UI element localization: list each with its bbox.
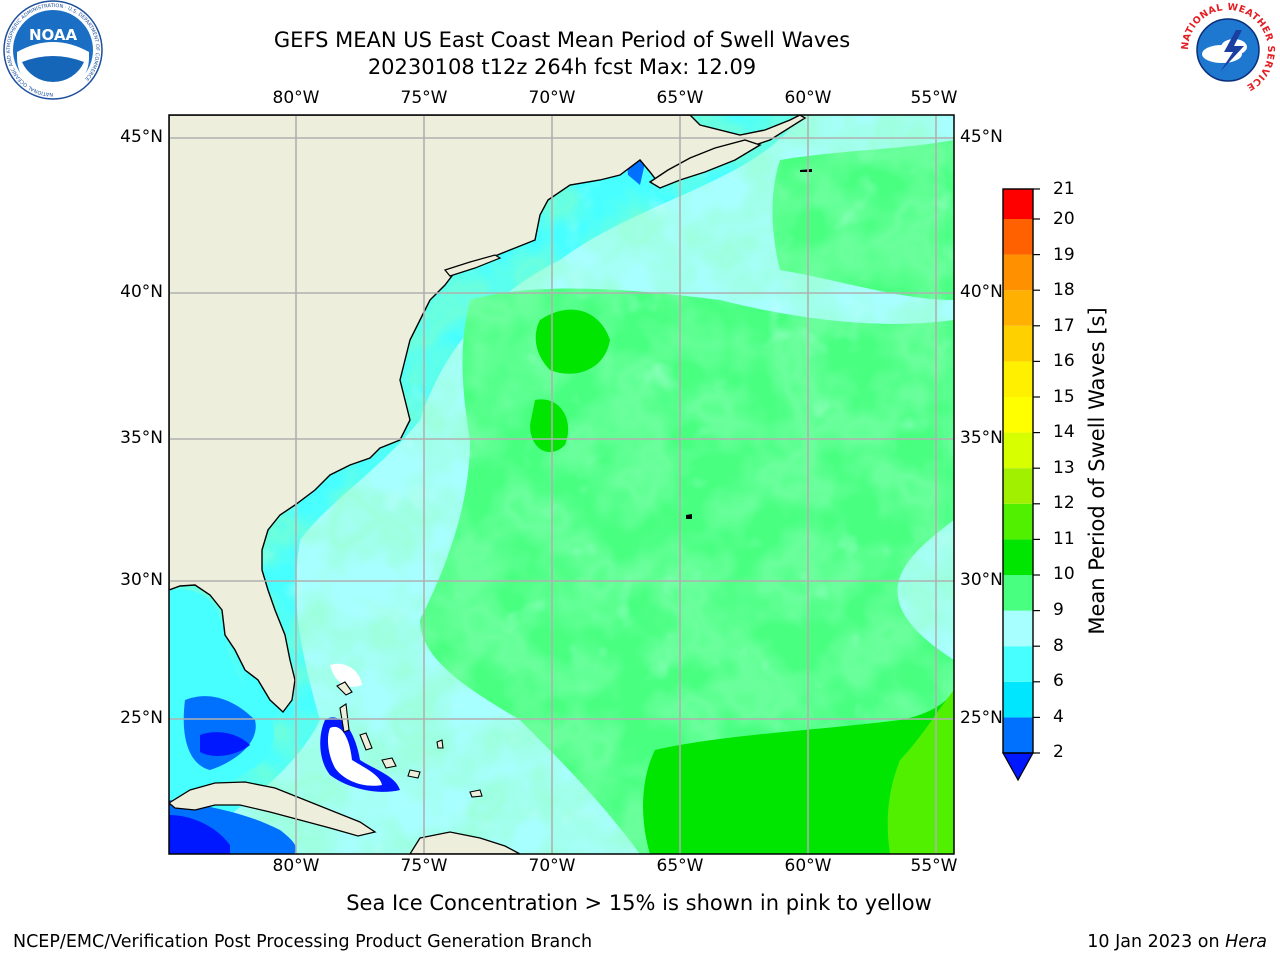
colorbar-tick-label: 4 xyxy=(1053,707,1064,727)
land-nova-scotia xyxy=(648,139,762,189)
lat-label-right: 25°N xyxy=(960,708,1003,728)
date-stamp: 10 Jan 2023 on Hera xyxy=(1087,932,1267,952)
land-hispaniola xyxy=(409,831,521,854)
colorbar-segment xyxy=(1003,646,1033,682)
colorbar-tick-label: 21 xyxy=(1053,179,1075,199)
colorbar-segment xyxy=(1003,254,1033,291)
lon-label-bottom: 60°W xyxy=(784,856,832,876)
land-sable-island xyxy=(800,169,812,172)
colorbar-tick-label: 9 xyxy=(1053,600,1064,620)
lat-label-right: 30°N xyxy=(960,570,1003,590)
colorbar-tick-label: 20 xyxy=(1053,209,1075,229)
lat-label-left: 45°N xyxy=(120,127,163,147)
sea-ice-note: Sea Ice Concentration > 15% is shown in … xyxy=(0,891,1280,915)
colorbar-tick-label: 16 xyxy=(1053,351,1075,371)
lon-label-bottom: 55°W xyxy=(910,856,958,876)
gulf-deep-blue xyxy=(200,732,250,756)
lat-label-left: 35°N xyxy=(120,428,163,448)
colorbar-tick-label: 11 xyxy=(1053,529,1075,549)
colorbar xyxy=(1001,188,1040,782)
colorbar-segment xyxy=(1003,610,1033,647)
colorbar-tick-label: 8 xyxy=(1053,636,1064,656)
colorbar-tick-label: 17 xyxy=(1053,316,1075,336)
colorbar-segment xyxy=(1003,717,1033,753)
colorbar-segment xyxy=(1003,681,1033,718)
colorbar-segment xyxy=(1003,503,1033,540)
lon-label-top: 55°W xyxy=(910,88,958,108)
colorbar-segment xyxy=(1003,539,1033,575)
colorbar-segment xyxy=(1003,361,1033,397)
lat-label-right: 40°N xyxy=(960,282,1003,302)
map-plot-area xyxy=(169,115,954,854)
colorbar-tick-label: 13 xyxy=(1053,458,1075,478)
colorbar-segment xyxy=(1003,397,1033,433)
lon-label-bottom: 80°W xyxy=(272,856,320,876)
credit-text: NCEP/EMC/Verification Post Processing Pr… xyxy=(13,932,593,952)
lon-label-bottom: 65°W xyxy=(656,856,704,876)
date-text: 10 Jan 2023 on xyxy=(1087,932,1226,952)
green-patch xyxy=(535,309,610,374)
nws-logo: NATIONAL WEATHER SERVICE xyxy=(1180,2,1276,98)
lon-label-top: 80°W xyxy=(272,88,320,108)
title-line-1: GEFS MEAN US East Coast Mean Period of S… xyxy=(273,28,851,52)
noaa-logo-text: NOAA xyxy=(29,26,78,44)
title-line-2: 20230108 t12z 264h fcst Max: 12.09 xyxy=(367,55,757,79)
lat-label-right: 45°N xyxy=(960,127,1003,147)
colorbar-tick-label: 6 xyxy=(1053,671,1064,691)
colorbar-tick-label: 18 xyxy=(1053,280,1075,300)
land-cuba xyxy=(169,781,377,837)
lon-label-bottom: 70°W xyxy=(528,856,576,876)
bahamas-missing-area xyxy=(330,663,362,687)
machine-name: Hera xyxy=(1225,932,1267,952)
land-bermuda xyxy=(686,514,692,519)
colorbar-segment xyxy=(1003,290,1033,326)
colorbar-tick-label: 2 xyxy=(1053,742,1064,762)
land-long-island xyxy=(443,254,502,277)
caribbean-deep-blue xyxy=(169,815,230,854)
lime-southeast-region xyxy=(887,690,954,854)
colorbar-tick-label: 19 xyxy=(1053,245,1075,265)
land-bahamas xyxy=(336,681,483,798)
lat-label-left: 25°N xyxy=(120,708,163,728)
lat-label-right: 35°N xyxy=(960,428,1003,448)
colorbar-segment xyxy=(1003,189,1033,219)
colorbar-segment xyxy=(1003,575,1033,611)
colorbar-segment xyxy=(1003,468,1033,504)
map-frame xyxy=(168,114,955,855)
lon-label-top: 70°W xyxy=(528,88,576,108)
colorbar-extend-arrow xyxy=(1001,752,1035,782)
noaa-logo: NOAA NATIONAL OCEANIC AND ATMOSPHERIC AD… xyxy=(3,0,103,100)
colorbar-segment xyxy=(1003,219,1033,255)
lon-label-top: 65°W xyxy=(656,88,704,108)
sea-ice-note-text: Sea Ice Concentration > 15% is shown in … xyxy=(346,891,932,915)
colorbar-tick-label: 14 xyxy=(1053,422,1075,442)
colorbar-segment xyxy=(1003,325,1033,362)
bahamas-missing-area xyxy=(327,726,382,786)
lat-label-left: 40°N xyxy=(120,282,163,302)
green-southeast-region xyxy=(643,690,954,854)
colorbar-tick-label: 12 xyxy=(1053,493,1075,513)
colorbar-tick-marks xyxy=(1033,188,1040,754)
colorbar-tick-label: 15 xyxy=(1053,387,1075,407)
colorbar-tick-label: 10 xyxy=(1053,564,1075,584)
colorbar-label: Mean Period of Swell Waves [s] xyxy=(1085,307,1109,635)
colorbar-segment xyxy=(1003,432,1033,469)
map-gridlines xyxy=(169,115,954,854)
lat-label-left: 30°N xyxy=(120,570,163,590)
lon-label-top: 75°W xyxy=(400,88,448,108)
colorbar-frame xyxy=(1002,188,1034,754)
lon-label-bottom: 75°W xyxy=(400,856,448,876)
lon-label-top: 60°W xyxy=(784,88,832,108)
